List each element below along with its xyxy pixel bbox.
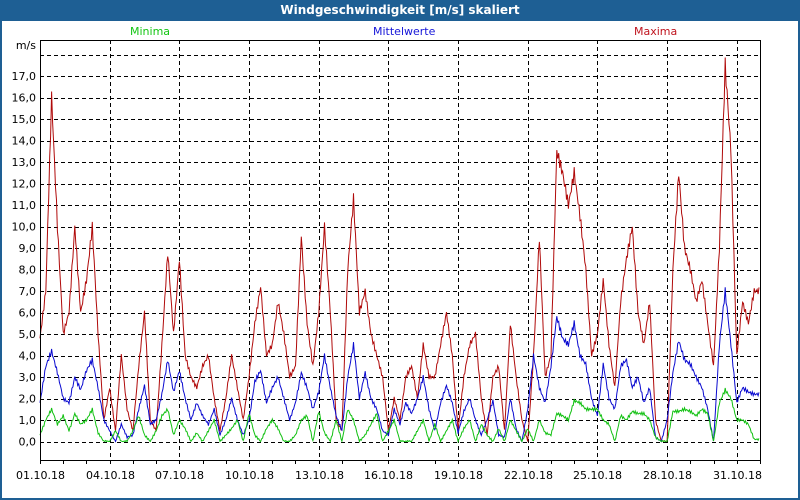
series-minima-line [39,387,760,444]
axis-labels: 0,0 1,0 2,0 3,0 4,0 5,0 6,0 7,0 8,0 9,0 10,0 11,0 12… [12,39,762,482]
x-tick-label: 07.10.18 [155,469,204,482]
y-tick-label: 8,0 [19,264,37,277]
y-tick-label: 1,0 [19,414,37,427]
legend-minima: Minima [130,25,171,38]
data-series [39,57,760,444]
y-tick-label: 5,0 [19,328,37,341]
x-tick-label: 22.10.18 [504,469,553,482]
x-tick-label: 16.10.18 [364,469,413,482]
grid-lines [40,40,760,460]
series-mittelwerte-line [39,287,760,444]
x-tick-label: 10.10.18 [225,469,274,482]
y-axis-unit: m/s [16,39,36,52]
window-title: Windgeschwindigkeit [m/s] skaliert [0,0,800,21]
y-tick-label: 3,0 [19,371,37,384]
y-tick-label: 13,0 [12,156,37,169]
y-tick-label: 10,0 [12,221,37,234]
y-tick-label: 16,0 [12,92,37,105]
y-tick-label: 4,0 [19,350,37,363]
y-tick-label: 6,0 [19,307,37,320]
y-tick-label: 17,0 [12,70,37,83]
y-tick-label: 7,0 [19,285,37,298]
x-tick-label: 31.10.18 [713,469,762,482]
legend-mittelwerte: Mittelwerte [373,25,436,38]
y-tick-label: 11,0 [12,199,37,212]
y-tick-label: 9,0 [19,242,37,255]
x-tick-label: 13.10.18 [295,469,344,482]
x-tick-label: 04.10.18 [86,469,135,482]
x-tick-label: 19.10.18 [434,469,483,482]
legend-maxima: Maxima [634,25,678,38]
y-tick-label: 15,0 [12,113,37,126]
series-maxima-line [39,57,760,443]
plot-frame [40,40,761,461]
x-tick-label: 01.10.18 [16,469,65,482]
x-tick-label: 25.10.18 [573,469,622,482]
y-tick-label: 0,0 [19,436,37,449]
y-tick-label: 14,0 [12,135,37,148]
y-tick-label: 2,0 [19,393,37,406]
y-tick-label: 12,0 [12,178,37,191]
x-tick-label: 28.10.18 [643,469,692,482]
